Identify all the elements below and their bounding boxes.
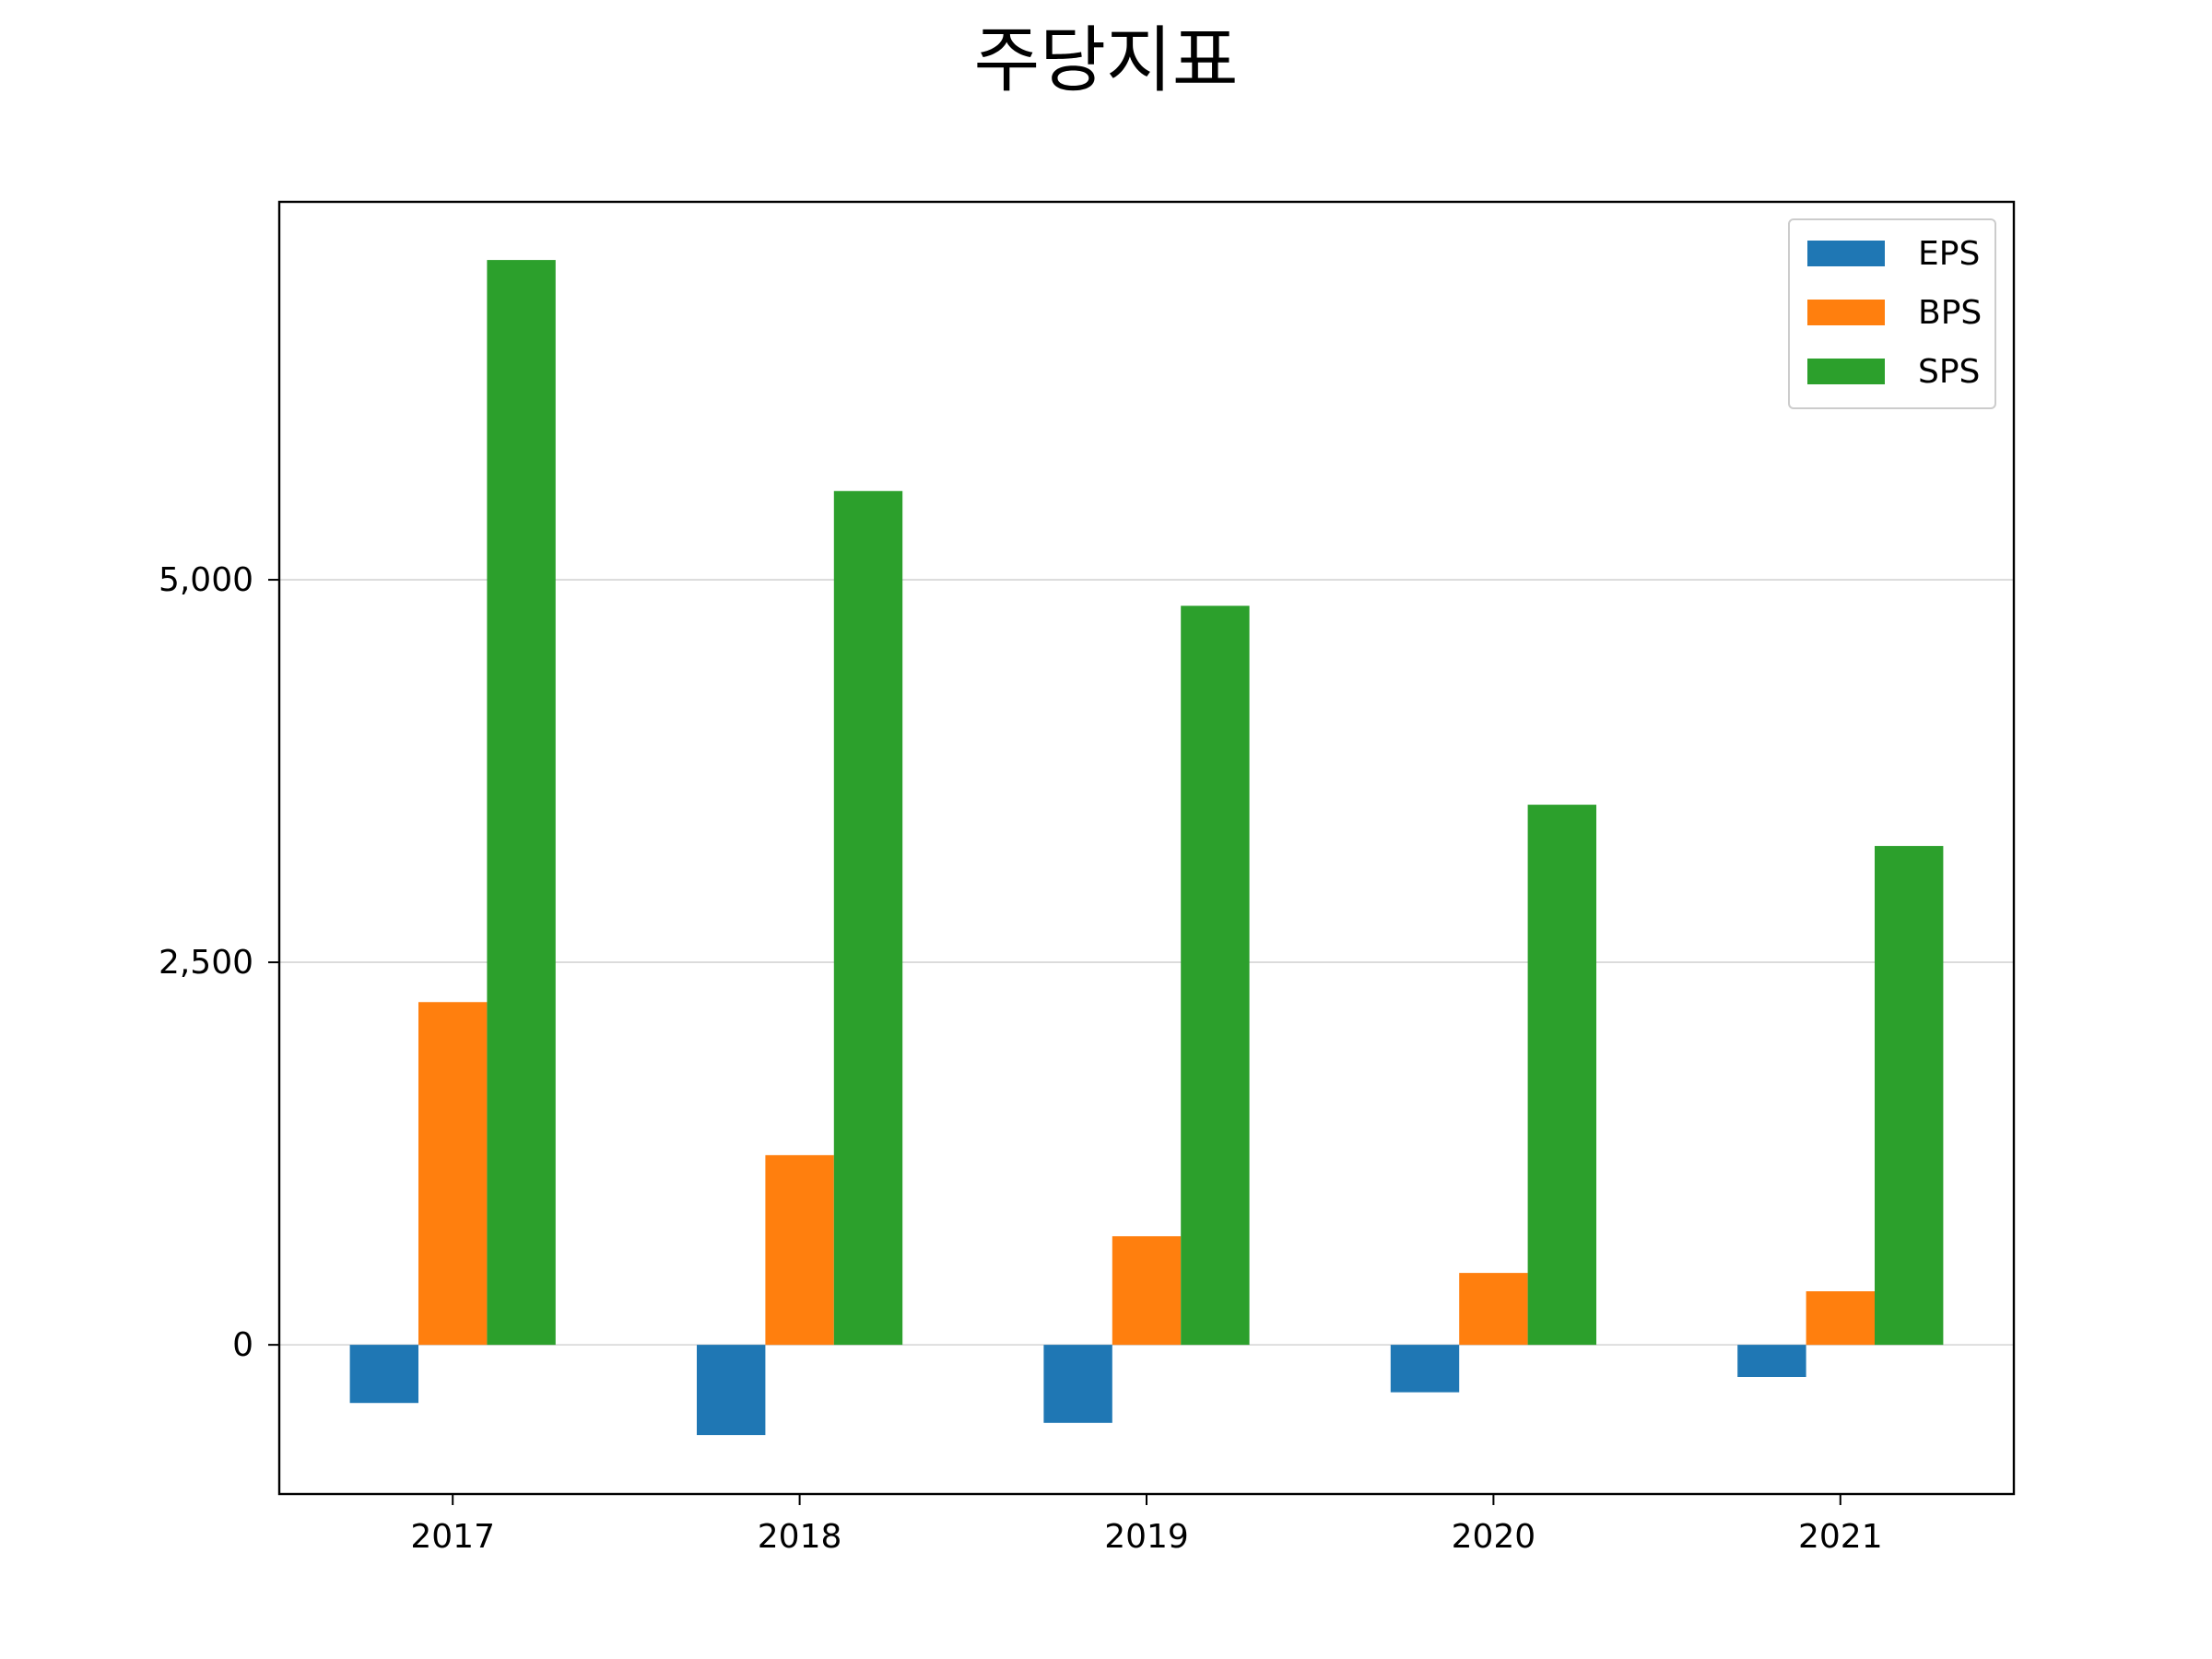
bar-eps-2017 [349, 1345, 418, 1404]
legend-swatch-sps [1807, 359, 1885, 384]
bar-bps-2021 [1806, 1291, 1875, 1346]
chart-title: 주당지표 [973, 19, 1238, 102]
legend-swatch-eps [1807, 241, 1885, 266]
y-tick-label: 5,000 [159, 561, 253, 599]
bar-bps-2019 [1112, 1236, 1182, 1346]
bar-sps-2019 [1181, 606, 1250, 1346]
bar-bps-2018 [765, 1155, 834, 1346]
bar-eps-2019 [1043, 1345, 1112, 1423]
x-tick-label: 2019 [1104, 1518, 1189, 1556]
bar-bps-2020 [1459, 1273, 1528, 1346]
legend: EPS BPS SPS [1788, 218, 1996, 409]
bar-sps-2017 [487, 260, 556, 1346]
legend-swatch-bps [1807, 300, 1885, 325]
axis-ticks: 2017 2018 2019 2020 2021 0 2,500 5,000 [159, 561, 1883, 1556]
bar-sps-2018 [833, 490, 903, 1346]
bar-eps-2020 [1390, 1345, 1460, 1393]
y-tick-label: 2,500 [159, 944, 253, 982]
legend-label-bps: BPS [1918, 294, 1982, 332]
x-tick-label: 2020 [1452, 1518, 1536, 1556]
legend-label-sps: SPS [1918, 353, 1980, 391]
x-tick-label: 2017 [410, 1518, 495, 1556]
bar-sps-2020 [1527, 805, 1596, 1346]
x-tick-label: 2021 [1798, 1518, 1883, 1556]
legend-label-eps: EPS [1918, 235, 1980, 273]
y-tick-label: 0 [232, 1326, 253, 1364]
bar-eps-2018 [697, 1345, 766, 1436]
bar-eps-2021 [1737, 1345, 1806, 1377]
x-tick-label: 2018 [758, 1518, 842, 1556]
bar-bps-2017 [418, 1002, 488, 1346]
bars [349, 260, 1944, 1436]
bar-sps-2021 [1875, 845, 1944, 1346]
